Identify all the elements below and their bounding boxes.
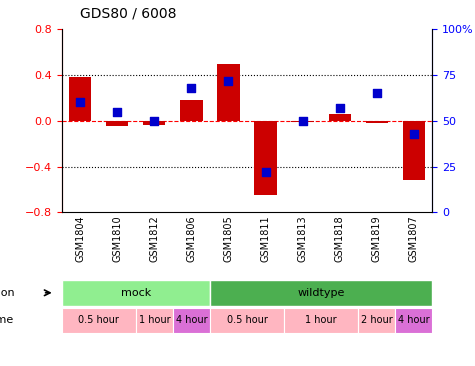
Point <box>76 100 84 105</box>
FancyBboxPatch shape <box>62 280 210 306</box>
Point <box>336 105 343 111</box>
Bar <box>329 114 351 121</box>
Point <box>299 118 306 124</box>
Text: time: time <box>0 315 14 325</box>
Point <box>410 131 418 137</box>
FancyBboxPatch shape <box>173 308 210 333</box>
Text: mock: mock <box>121 288 151 298</box>
FancyBboxPatch shape <box>395 308 432 333</box>
Point <box>151 118 158 124</box>
Point <box>114 109 121 115</box>
Text: 0.5 hour: 0.5 hour <box>227 315 267 325</box>
Bar <box>403 121 425 180</box>
Point <box>225 78 232 83</box>
Point <box>262 169 269 175</box>
FancyBboxPatch shape <box>358 308 395 333</box>
Text: 1 hour: 1 hour <box>305 315 337 325</box>
Bar <box>218 64 239 121</box>
Point <box>188 85 195 91</box>
FancyBboxPatch shape <box>62 308 136 333</box>
Bar <box>366 121 388 123</box>
FancyBboxPatch shape <box>284 308 358 333</box>
Text: 4 hour: 4 hour <box>176 315 207 325</box>
Text: 0.5 hour: 0.5 hour <box>78 315 119 325</box>
Bar <box>255 121 276 195</box>
FancyBboxPatch shape <box>136 308 173 333</box>
Bar <box>180 100 202 121</box>
Bar <box>292 121 314 122</box>
Bar <box>69 77 91 121</box>
Text: wildtype: wildtype <box>297 288 345 298</box>
Point <box>373 90 380 96</box>
FancyBboxPatch shape <box>210 280 432 306</box>
Bar <box>106 121 128 127</box>
Text: 2 hour: 2 hour <box>361 315 392 325</box>
FancyBboxPatch shape <box>210 308 284 333</box>
Bar <box>143 121 165 125</box>
Text: 1 hour: 1 hour <box>139 315 170 325</box>
Text: infection: infection <box>0 288 14 298</box>
Text: 4 hour: 4 hour <box>398 315 429 325</box>
Text: GDS80 / 6008: GDS80 / 6008 <box>80 6 177 20</box>
